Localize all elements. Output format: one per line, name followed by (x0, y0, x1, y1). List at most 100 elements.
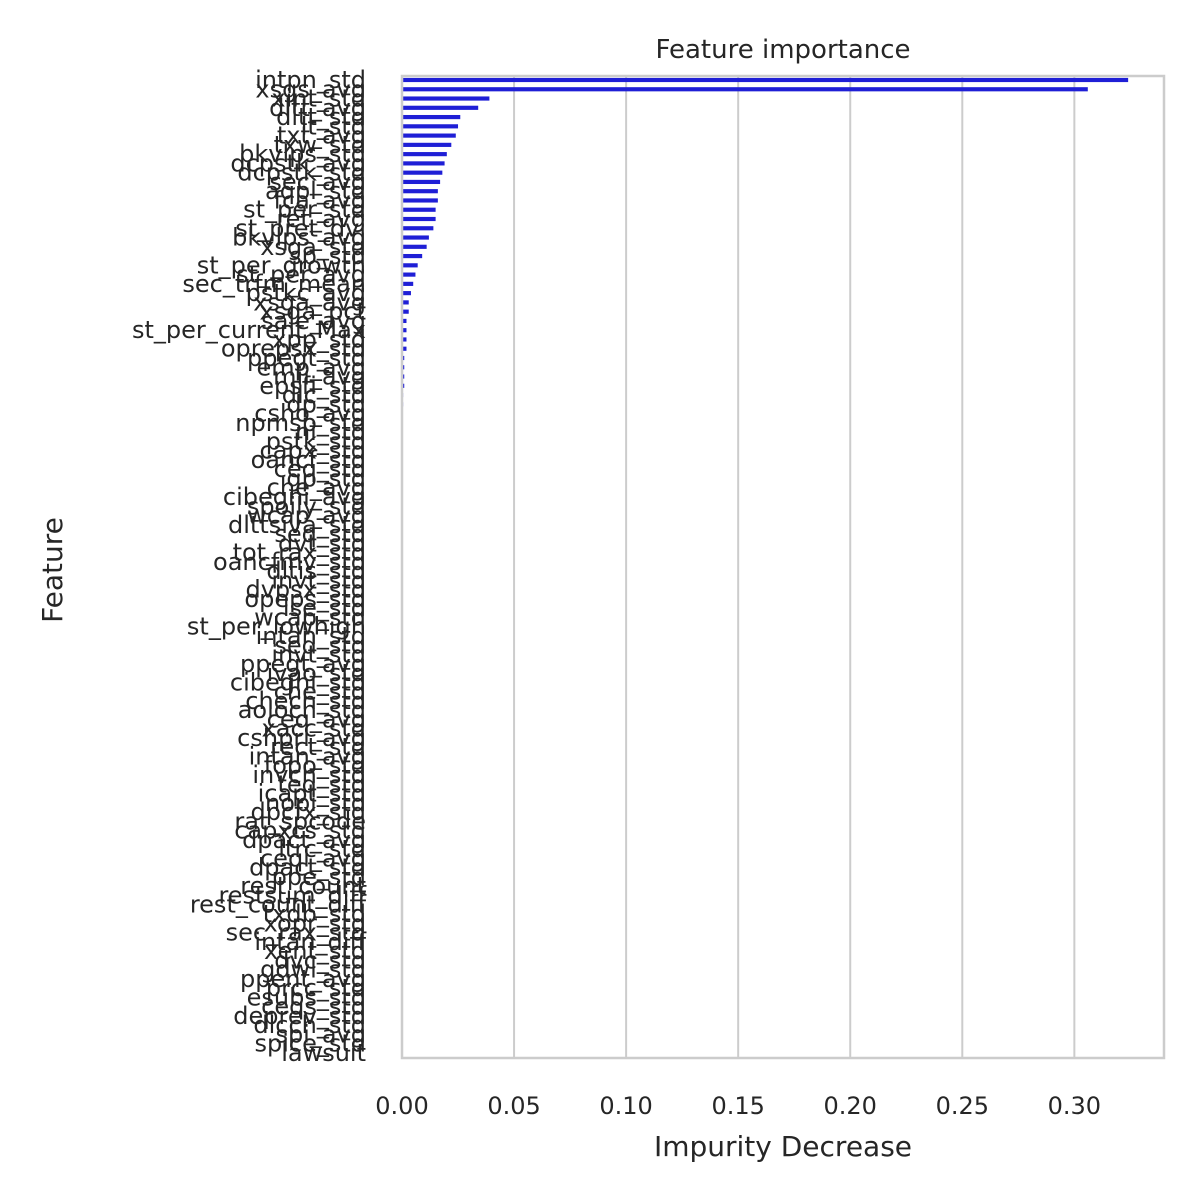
y-tick-label: dltt_std (276, 103, 366, 131)
bar (402, 253, 423, 259)
y-tick-label: dpact_std (249, 854, 366, 882)
category-labels: intpn_stdxsgs_avgxint_stddltt_avgdltt_st… (132, 66, 366, 1067)
y-tick-label: xsgs_avg (255, 75, 366, 103)
y-tick-label: st_per_growth (197, 251, 366, 279)
y-tick-label: ppegt_std (247, 344, 366, 372)
y-tick-label: esubs_std (247, 983, 366, 1011)
y-tick-label: dpcfx_std (251, 798, 366, 826)
bar (402, 142, 452, 147)
y-tick-label: rest_count (240, 872, 366, 900)
y-tick-label: cibegni_avg (223, 483, 366, 511)
y-tick-label: npmsp_std (235, 409, 366, 437)
y-tick-label: sale_avg (261, 307, 366, 335)
x-tick-label: 0.10 (599, 1092, 652, 1120)
y-tick-label: invch_std (252, 761, 366, 789)
y-tick-label: xpp_std (272, 325, 366, 353)
x-tick-label: 0.15 (711, 1092, 764, 1120)
y-tick-label: pstk_std (266, 427, 366, 455)
bar (402, 198, 438, 203)
y-tick-label: ceql_avg (260, 844, 366, 872)
y-tick-label: ivao_std (267, 659, 366, 687)
y-tick-label: bkvlps_std (239, 140, 366, 168)
x-tick-label: 0.20 (824, 1092, 877, 1120)
y-tick-label: gdwl_std (260, 956, 366, 984)
y-tick-label: intpn_std (255, 66, 366, 94)
bars (402, 77, 1129, 546)
y-tick-label: dcpstk_avg (230, 149, 366, 177)
bar (402, 244, 427, 249)
y-tick-label: dvt_std (278, 529, 366, 557)
y-tick-label: ppe_std (272, 863, 366, 891)
y-tick-label: cshpri_avg (237, 724, 366, 752)
bar (402, 346, 407, 351)
bar (402, 207, 436, 212)
y-tick-label: tot_rax_std (233, 539, 366, 567)
y-tick-label: gp_std (286, 464, 366, 492)
y-tick-label: icapt_std (258, 780, 366, 808)
y-tick-label: ceq_avg (267, 705, 366, 733)
y-tick-label: pstkc_avg (246, 279, 366, 307)
y-tick-label: ceqs_std (261, 993, 366, 1021)
y-tick-label: st_per_lowhigh (187, 613, 366, 641)
bar (402, 96, 490, 101)
y-tick-label: intan_std (256, 622, 366, 650)
y-tick-label: xacc_std (262, 715, 366, 743)
y-tick-label: fopo_std (264, 752, 366, 780)
y-tick-label: sed_std (274, 631, 366, 659)
y-tick-label: bkvlps_avg (232, 224, 366, 252)
y-tick-label: sec_avg (269, 168, 366, 196)
chart-title: Feature importance (655, 35, 910, 65)
y-tick-label: dlcch_std (253, 1011, 366, 1039)
y-tick-label: dp_std (286, 390, 366, 418)
y-tick-label: st_per_avg (236, 261, 366, 289)
bar (402, 226, 434, 231)
x-tick-label: 0.00 (375, 1092, 428, 1120)
y-tick-label: intan_avg (249, 742, 366, 770)
y-tick-label: dlc_std (282, 381, 366, 409)
y-tick-label: st_pret_dvi (235, 214, 366, 242)
y-tick-label: dpact_avg (242, 826, 366, 854)
bar (402, 161, 445, 166)
y-tick-label: rat_spcode (234, 807, 366, 835)
y-tick-label: xsga_std (260, 233, 366, 261)
y-tick-label: fca_avg (274, 186, 367, 214)
y-tick-label: mii_avg (273, 363, 366, 391)
bar (402, 133, 456, 138)
y-tick-label: seq_std (274, 520, 366, 548)
y-tick-label: st_per_std (243, 196, 366, 224)
y-tick-label: dvpsx_std (245, 576, 366, 604)
y-tick-label: txw_std (274, 131, 366, 159)
y-tick-label: ret_avg (276, 205, 366, 233)
bar (402, 300, 409, 305)
bar (402, 263, 418, 268)
y-tick-label: sec_trfm_mean (182, 270, 366, 298)
y-tick-label: xint_std (271, 85, 366, 113)
y-tick-label: lawsuit (281, 1039, 366, 1067)
y-tick-label: prcc_std (266, 974, 366, 1002)
y-tick-label: aoloch_std (238, 696, 366, 724)
bar (402, 179, 441, 185)
y-tick-label: ni_std (295, 418, 366, 446)
y-tick-label: lse_std (283, 594, 366, 622)
y-tick-label: csho_avg (254, 400, 366, 428)
y-tick-label: deprev_std (233, 1002, 366, 1030)
y-tick-label: rest_count_diff (190, 891, 367, 919)
y-tick-label: dlttsiva_std (228, 511, 366, 539)
y-tick-label: spice_std (254, 1030, 366, 1058)
y-tick-label: dltis_std (266, 557, 366, 585)
y-tick-label: spoily_std (247, 492, 366, 520)
y-tick-label: sp_std (289, 242, 366, 270)
y-tick-label: aqpl_std (265, 177, 366, 205)
bar (402, 105, 479, 110)
bar (402, 216, 436, 222)
plot-frame (400, 74, 1166, 1060)
y-axis-label: Feature (36, 517, 69, 623)
gridlines (513, 76, 1076, 1058)
y-tick-label: oprepsx_std (221, 335, 366, 363)
y-tick-label: opeps_std (244, 585, 366, 613)
y-tick-label: xsga_avg (253, 288, 366, 316)
y-tick-label: invt_std (271, 641, 366, 669)
y-tick-label: ppent_avg (240, 965, 366, 993)
y-tick-label: xent_std (264, 937, 366, 965)
